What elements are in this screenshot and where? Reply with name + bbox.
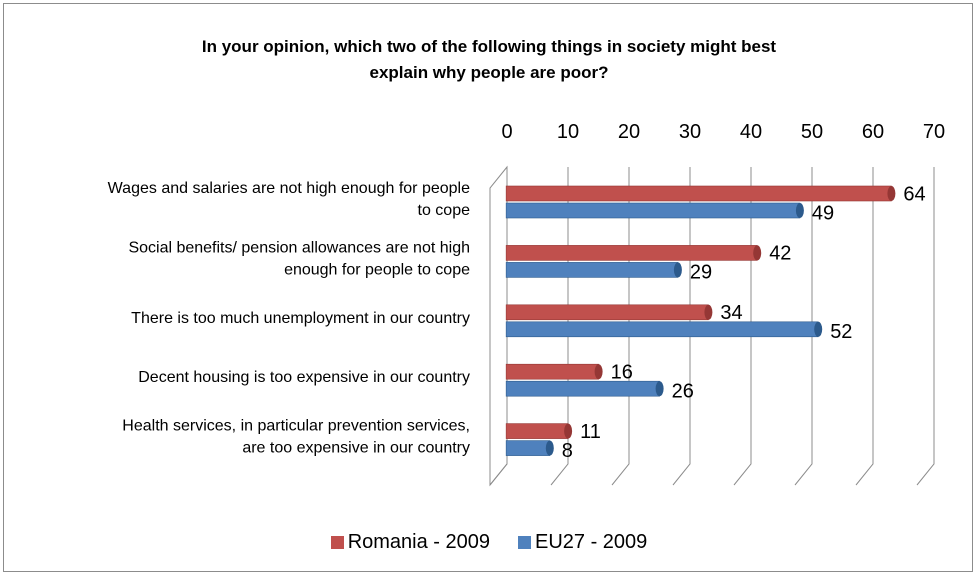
category-label-4-line-1: Decent housing is too expensive in our c…: [138, 369, 470, 386]
category-label-1-line-1: Wages and salaries are not high enough f…: [108, 180, 470, 197]
x-tick-label-40: 40: [740, 121, 762, 143]
side-wall: [489, 165, 508, 487]
data-label-eu27-2009-4: 26: [672, 380, 694, 402]
legend-item-eu27: EU27 - 2009: [518, 531, 647, 554]
category-label-2-line-2: enough for people to cope: [284, 261, 470, 278]
category-label-1-line-2: to cope: [418, 202, 471, 219]
gridline-40: [733, 167, 752, 486]
bar-romania-2009-3-cap: [704, 304, 713, 320]
x-tick-label-30: 30: [679, 121, 701, 143]
data-label-eu27-2009-3: 52: [830, 321, 852, 343]
data-label-eu27-2009-5: 8: [562, 440, 573, 462]
category-label-3-line-1: There is too much unemployment in our co…: [131, 310, 470, 327]
x-tick-label-50: 50: [801, 121, 823, 143]
bar-romania-2009-2: [505, 245, 758, 261]
x-tick-label-60: 60: [862, 121, 884, 143]
category-label-5-line-2: are too expensive in our country: [242, 440, 470, 457]
chart-title: In your opinion, which two of the follow…: [0, 34, 978, 86]
bar-romania-2009-2-cap: [753, 245, 762, 261]
chart-frame: [3, 3, 973, 572]
bar-eu27-2009-4-cap: [655, 381, 664, 397]
data-label-eu27-2009-2: 29: [690, 262, 712, 284]
gridline-50: [794, 167, 813, 486]
legend: Romania - 2009 EU27 - 2009: [0, 531, 978, 554]
data-label-romania-2009-2: 42: [769, 243, 791, 265]
x-tick-label-0: 0: [501, 121, 512, 143]
category-label-5-line-1: Health services, in particular preventio…: [122, 418, 470, 435]
bar-eu27-2009-4: [505, 380, 660, 397]
bar-eu27-2009-2-cap: [673, 262, 682, 278]
bar-romania-2009-1-cap: [887, 186, 896, 201]
x-tick-label-20: 20: [618, 121, 640, 143]
category-label-2-line-1: Social benefits/ pension allowances are …: [128, 239, 470, 256]
bar-eu27-2009-3: [505, 321, 819, 338]
gridline-30: [672, 167, 691, 486]
gridline-70: [916, 167, 935, 486]
bar-romania-2009-5: [505, 423, 569, 439]
data-label-romania-2009-4: 16: [611, 361, 633, 383]
bar-romania-2009-1: [505, 185, 892, 202]
bar-romania-2009-3: [505, 304, 709, 321]
data-label-eu27-2009-1: 49: [812, 202, 834, 224]
bar-eu27-2009-2: [505, 262, 679, 278]
chart-title-line-2: explain why people are poor?: [369, 63, 609, 82]
bar-eu27-2009-3-cap: [814, 321, 823, 337]
data-label-romania-2009-1: 64: [903, 183, 925, 205]
legend-item-romania: Romania - 2009: [330, 531, 490, 554]
legend-label-romania: Romania - 2009: [347, 531, 490, 553]
bar-eu27-2009-5-cap: [545, 440, 554, 456]
x-tick-label-70: 70: [923, 121, 945, 143]
bar-romania-2009-5-cap: [564, 423, 573, 439]
bar-romania-2009-4: [505, 363, 599, 380]
bar-eu27-2009-1-cap: [795, 203, 804, 218]
chart-title-line-1: In your opinion, which two of the follow…: [201, 37, 777, 56]
bar-eu27-2009-5: [505, 440, 551, 456]
x-tick-label-10: 10: [557, 121, 579, 143]
legend-label-eu27: EU27 - 2009: [535, 531, 648, 553]
data-label-romania-2009-5: 11: [580, 421, 601, 443]
gridline-60: [855, 167, 874, 486]
legend-swatch-eu27: [518, 536, 531, 549]
bar-eu27-2009-1: [505, 202, 801, 219]
data-label-romania-2009-3: 34: [720, 302, 742, 324]
legend-swatch-romania: [330, 536, 344, 549]
bar-romania-2009-4-cap: [594, 364, 603, 380]
